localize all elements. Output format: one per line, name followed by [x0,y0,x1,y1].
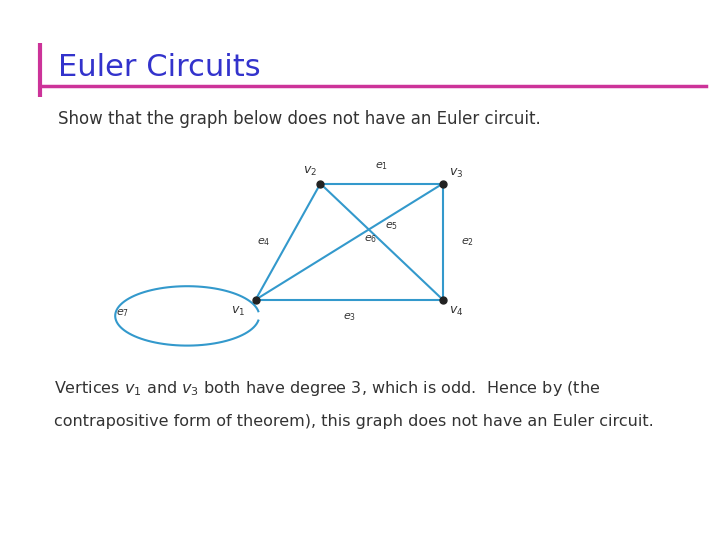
Text: $e_7$: $e_7$ [116,307,129,319]
Text: Euler Circuits: Euler Circuits [58,53,260,82]
Text: Vertices $v_1$ and $v_3$ both have degree 3, which is odd.  Hence by (the: Vertices $v_1$ and $v_3$ both have degre… [54,379,600,399]
Text: $e_5$: $e_5$ [385,220,398,232]
Text: $e_2$: $e_2$ [461,236,474,247]
Text: $v_2$: $v_2$ [302,165,317,178]
Text: $e_6$: $e_6$ [364,233,377,245]
Text: $v_1$: $v_1$ [230,305,245,318]
Text: contrapositive form of theorem), this graph does not have an Euler circuit.: contrapositive form of theorem), this gr… [54,414,654,429]
Text: $v_4$: $v_4$ [449,305,463,318]
Text: Show that the graph below does not have an Euler circuit.: Show that the graph below does not have … [58,110,540,128]
Text: $e_1$: $e_1$ [375,160,388,172]
Text: $v_3$: $v_3$ [449,167,463,180]
Text: $e_4$: $e_4$ [256,236,270,247]
Text: $e_3$: $e_3$ [343,312,356,323]
